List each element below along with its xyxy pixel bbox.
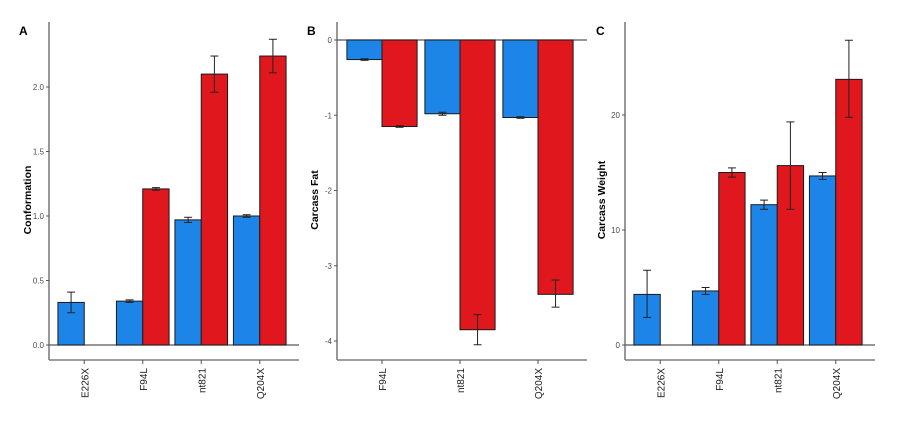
bar-group2-nt821: [459, 39, 496, 331]
x-tick-label: Q204X: [256, 368, 267, 399]
error-bar: [844, 39, 853, 118]
panel-a: A Conformation 0.0 0.5 1.0 1.5 2.0 E226X F94L n…: [19, 22, 299, 399]
bar-group1-f94l: [691, 290, 720, 346]
bar-group1-nt821: [174, 219, 202, 346]
panel-letter-a: A: [19, 24, 28, 38]
error-bar: [395, 125, 404, 128]
panel-letter-b: B: [307, 24, 316, 38]
bar-group2-f94l: [142, 188, 170, 346]
bar-group1-f94l: [115, 300, 144, 346]
bar-group2-q204x: [537, 39, 574, 295]
x-tick-label: Q204X: [534, 368, 545, 399]
x-tick-label: nt821: [456, 368, 467, 393]
error-bar: [516, 116, 525, 119]
bar-group1-f94l: [346, 39, 383, 61]
bar-group2-nt821: [200, 73, 229, 346]
bar-group1-nt821: [750, 204, 778, 346]
error-bar: [360, 58, 369, 61]
bar-group1-q204x: [232, 215, 261, 346]
panel-c: C Carcass Weight 0 10 20 E226X F94L nt821 Q204…: [596, 22, 875, 399]
y-tick-label: 1.0: [33, 212, 45, 221]
error-bar: [268, 38, 277, 74]
y-tick-label: 10: [611, 226, 620, 235]
error-bar: [701, 287, 710, 295]
y-tick-label: -3: [325, 262, 333, 271]
error-bar: [151, 187, 160, 191]
error-bar: [760, 199, 769, 210]
y-tick-label: 0: [328, 36, 333, 45]
y-tick-label: 20: [611, 111, 620, 120]
y-tick-label: 2.0: [33, 83, 45, 92]
x-tick-label: F94L: [139, 368, 150, 391]
y-tick-label: -2: [325, 187, 333, 196]
error-bar: [551, 279, 560, 308]
y-tick-label: -1: [325, 111, 333, 120]
y-tick-label: 0.5: [33, 277, 45, 286]
y-axis-label-c: Carcass Weight: [596, 160, 608, 239]
panel-letter-c: C: [596, 24, 605, 38]
error-bar: [727, 167, 736, 178]
x-tick-label: Q204X: [832, 368, 843, 399]
x-tick-label: F94L: [378, 368, 389, 391]
y-tick-label: 0.0: [33, 341, 45, 350]
error-bar: [184, 216, 193, 223]
bar-group1-q204x: [502, 39, 539, 119]
error-bar: [242, 214, 251, 218]
error-bar: [643, 269, 652, 318]
error-bar: [125, 299, 134, 303]
x-tick-label: E226X: [656, 368, 667, 398]
x-tick-label: nt821: [197, 368, 208, 393]
x-tick-label: F94L: [715, 368, 726, 391]
error-bar: [786, 121, 795, 210]
error-bar: [438, 111, 447, 116]
y-tick-label: 0: [616, 341, 621, 350]
error-bar: [210, 55, 219, 93]
y-tick-label: -4: [325, 337, 333, 346]
bar-group2-f94l: [718, 172, 746, 346]
panel-b: B Carcass Fat 0 -1 -2 -3 -4 F94L nt821 Q204X: [307, 22, 587, 399]
error-bar: [67, 291, 76, 314]
bar-group2-q204x: [835, 78, 863, 346]
bar-group2-q204x: [259, 55, 287, 346]
bar-group1-nt821: [424, 39, 461, 115]
bar-group2-f94l: [381, 39, 418, 128]
y-tick-label: 1.5: [33, 148, 45, 157]
x-tick-label: nt821: [773, 368, 784, 393]
y-axis-label-b: Carcass Fat: [309, 170, 321, 230]
x-tick-label: E226X: [80, 368, 91, 398]
y-axis-label-a: Conformation: [22, 166, 34, 235]
bar-group1-q204x: [808, 175, 837, 346]
error-bar: [473, 314, 482, 346]
error-bar: [818, 172, 827, 180]
